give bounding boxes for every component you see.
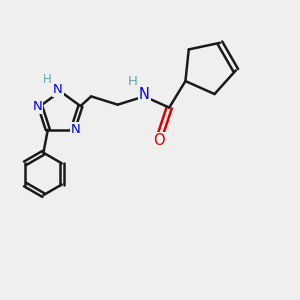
Text: H: H	[128, 75, 138, 88]
Text: N: N	[139, 87, 150, 102]
Text: O: O	[153, 134, 165, 148]
Text: N: N	[32, 100, 42, 112]
Text: H: H	[43, 73, 51, 86]
Text: N: N	[53, 83, 63, 96]
Text: N: N	[71, 123, 81, 136]
